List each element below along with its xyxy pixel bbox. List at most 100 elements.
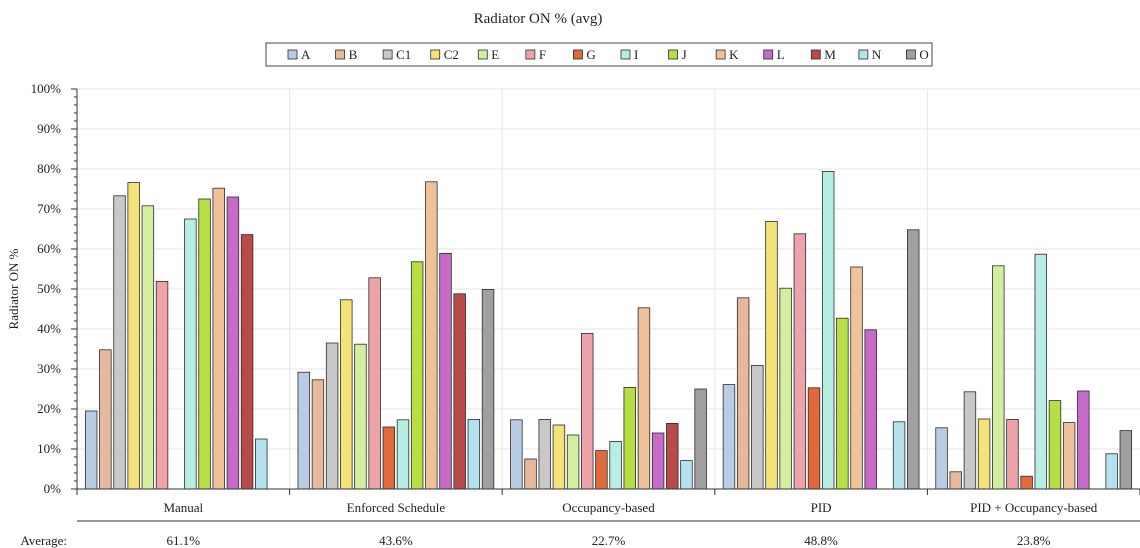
y-tick-label: 60% [37,241,61,256]
y-tick-label: 100% [31,81,62,96]
bar-o-pid-occupancy-based [1119,430,1133,490]
bar-k-occupancy-based [637,307,651,490]
bar-c1-manual [113,195,126,490]
legend-label-e: E [491,47,499,62]
x-tick-label: PID [811,500,832,515]
x-tick-label: PID + Occupancy-based [970,500,1098,515]
legend-label-g: G [586,47,595,62]
legend: A B C1 C2 E F G I J K L M N O [265,42,933,67]
bar-c2-occupancy-based [552,424,566,490]
bar-i-pid-occupancy-based [1034,253,1047,490]
y-tick-label: 10% [37,441,61,456]
legend-label-k: K [729,47,739,62]
bar-b-manual [99,349,112,490]
legend-swatch-e [477,49,488,60]
x-tick-label: Manual [163,500,203,515]
bar-n-pid [892,421,906,490]
legend-swatch-f [525,49,536,60]
bar-c2-enforced-schedule [340,299,353,490]
bar-f-manual [155,280,169,490]
bars [84,170,1133,490]
bar-e-pid [779,287,792,490]
legend-label-n: N [872,47,882,62]
legend-box [265,42,933,67]
bar-j-pid [836,317,849,490]
bar-b-pid [736,297,750,490]
bar-f-pid-occupancy-based [1006,418,1019,490]
bar-l-pid [864,329,877,490]
axes: 0% 10% 20% 30% 40% 50% 60% 70% 80% 90% 100% Manual 6… [31,81,1140,548]
legend-label-m: M [824,47,836,62]
bar-n-enforced-schedule [467,418,481,490]
bar-g-pid-occupancy-based [1020,475,1033,490]
bar-f-pid [793,233,807,490]
bar-c1-pid [751,364,764,490]
legend-swatch-l [763,49,774,60]
legend-swatch-b [335,49,345,60]
bar-l-enforced-schedule [439,252,452,490]
bar-n-manual [255,438,268,490]
bar-i-manual [184,218,197,490]
bar-c1-pid-occupancy-based [963,391,977,490]
legend-label-c1: C1 [396,47,411,62]
legend-label-a: A [301,47,311,62]
x-tick-label: Enforced Schedule [347,500,446,515]
legend-swatch-o [906,49,916,60]
y-tick-label: 40% [37,321,61,336]
average-value: 23.8% [1017,533,1051,548]
gridlines [77,88,1140,489]
legend-swatch-j [668,49,678,60]
average-value: 61.1% [167,533,201,548]
bar-l-occupancy-based [651,432,665,490]
legend-label-i: I [634,47,638,62]
bar-k-enforced-schedule [425,181,438,490]
bar-l-pid-occupancy-based [1077,390,1090,490]
y-tick-label: 80% [37,161,61,176]
legend-label-o: O [919,47,928,62]
bar-a-pid [722,384,736,490]
average-value: 48.8% [804,533,838,548]
bar-a-pid-occupancy-based [935,427,948,490]
bar-j-enforced-schedule [410,261,424,490]
legend-label-b: B [349,47,358,62]
bar-l-manual [226,196,240,490]
bar-e-occupancy-based [566,434,580,490]
bar-o-pid [907,229,920,490]
bar-e-pid-occupancy-based [992,265,1005,490]
legend-swatch-m [810,49,821,60]
bar-m-occupancy-based [666,422,679,490]
bar-m-enforced-schedule [453,293,466,490]
y-tick-label: 20% [37,401,61,416]
y-tick-label: 90% [37,121,61,136]
bar-e-enforced-schedule [354,343,367,490]
bar-f-occupancy-based [581,332,594,490]
bar-i-pid [821,170,835,490]
x-tick-label: Occupancy-based [562,500,655,515]
legend-swatch-c1 [382,49,393,60]
y-axis-label: Radiator ON % [6,248,21,329]
legend-label-l: L [777,47,785,62]
bar-a-manual [84,410,98,490]
average-label: Average: [20,533,67,548]
bar-i-occupancy-based [609,440,622,490]
legend-swatch-n [858,49,869,60]
bar-j-manual [198,198,211,490]
bar-o-occupancy-based [694,388,707,490]
bar-e-manual [141,205,155,490]
bar-c2-pid [765,220,778,490]
legend-swatch-k [715,49,726,60]
bar-c2-pid-occupancy-based [977,418,991,490]
bar-o-enforced-schedule [481,288,495,490]
bar-i-enforced-schedule [396,419,410,490]
average-value: 43.6% [379,533,413,548]
legend-label-j: J [682,47,687,62]
legend-label-c2: C2 [444,47,459,62]
chart-title: Radiator ON % (avg) [474,11,603,27]
legend-swatch-i [620,49,631,60]
bar-k-pid [850,266,863,490]
bar-g-occupancy-based [595,450,608,490]
y-tick-label: 50% [37,281,61,296]
bar-c2-manual [127,182,140,490]
y-tick-label: 30% [37,361,61,376]
